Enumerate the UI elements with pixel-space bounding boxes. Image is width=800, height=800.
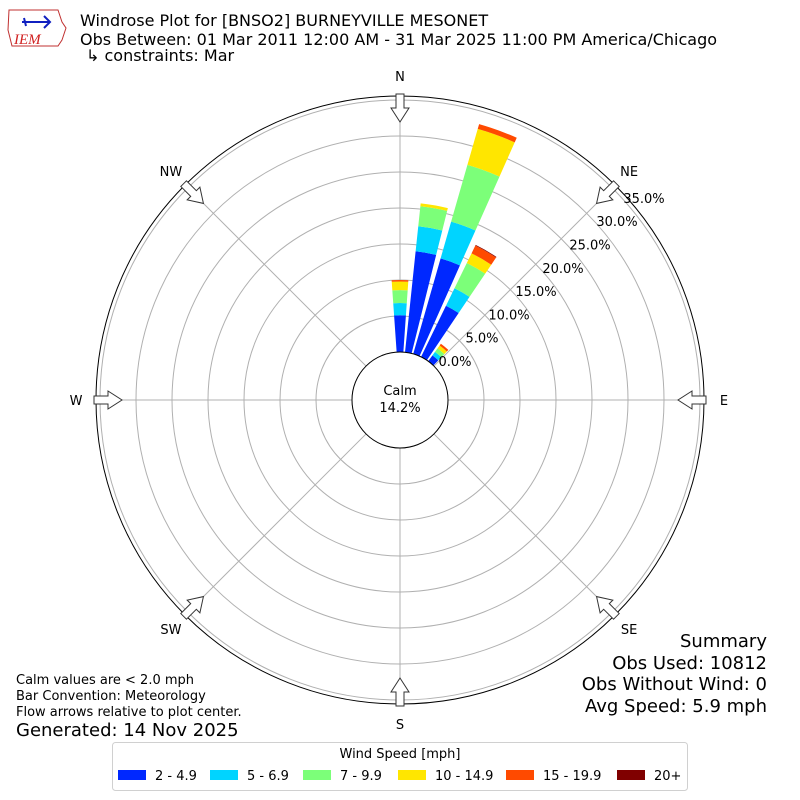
flow-note: Flow arrows relative to plot center. [16, 705, 242, 720]
grid-spoke [184, 433, 367, 616]
summary-title: Summary [680, 631, 767, 652]
grid-spoke [433, 184, 616, 367]
logo-text: IEM [13, 32, 42, 48]
wind-arrow-icon [595, 595, 620, 620]
bar-segment [440, 221, 476, 266]
compass-label-e: E [720, 394, 728, 409]
bar-segment [466, 253, 492, 274]
legend-label: 20+ [654, 769, 681, 784]
legend-label: 7 - 9.9 [340, 769, 382, 784]
title-line-1: Windrose Plot for [BNSO2] BURNEYVILLE ME… [80, 11, 488, 30]
wind-arrow-icon [180, 595, 205, 620]
generated-date: Generated: 14 Nov 2025 [16, 720, 239, 741]
radial-tick-label: 20.0% [542, 262, 583, 277]
radial-tick-label: 30.0% [596, 215, 637, 230]
calm-label: Calm [383, 384, 416, 399]
calm-circle [351, 351, 449, 449]
legend-box [112, 742, 688, 791]
title-line-2: Obs Between: 01 Mar 2011 12:00 AM - 31 M… [80, 30, 717, 49]
legend-swatch [617, 770, 645, 780]
grid-spoke [433, 433, 616, 616]
bar-segment [420, 203, 448, 211]
calm-note: Calm values are < 2.0 mph [16, 673, 194, 688]
bar-segment [434, 348, 445, 358]
wind-arrow-icon [390, 677, 410, 707]
bar-segment [432, 351, 442, 361]
summary-obs-without-wind: Obs Without Wind: 0 [582, 674, 767, 695]
bar-segment [391, 281, 409, 291]
bar-segment [439, 343, 449, 352]
bar-segment [454, 263, 486, 297]
legend-label: 5 - 6.9 [247, 769, 289, 784]
wind-arrow-icon [93, 390, 123, 410]
wind-arrow-icon [390, 93, 410, 123]
bar-segment [394, 315, 406, 353]
bar-segment [421, 305, 459, 361]
bar-segment [392, 290, 408, 304]
bar-segment [393, 303, 407, 316]
legend-title: Wind Speed [mph] [340, 747, 461, 762]
bar-segment [413, 258, 460, 357]
legend-swatch [398, 770, 426, 780]
wind-arrow-icon [595, 180, 620, 205]
title-line-3: ↳ constraints: Mar [86, 46, 234, 65]
radial-tick-label: 10.0% [488, 308, 529, 323]
legend-swatch [303, 770, 331, 780]
compass-label-n: N [395, 70, 405, 85]
bar-segment [471, 245, 497, 265]
bar-segment [405, 251, 437, 354]
windrose-bars [391, 124, 517, 366]
bar-convention-note: Bar Convention: Meteorology [16, 689, 206, 704]
compass-label-sw: SW [160, 623, 181, 638]
bar-segment [477, 124, 517, 143]
calm-value: 14.2% [379, 401, 420, 416]
wind-arrow-icon [180, 180, 205, 205]
compass-label-ne: NE [620, 165, 638, 180]
legend-label: 2 - 4.9 [155, 769, 197, 784]
radial-tick-label: 25.0% [569, 239, 610, 254]
legend-label: 15 - 19.9 [543, 769, 601, 784]
bar-segment [415, 226, 443, 255]
compass-label-nw: NW [160, 165, 183, 180]
compass-label-s: S [396, 718, 404, 733]
compass-label-w: W [70, 394, 83, 409]
radial-tick-label: 35.0% [623, 192, 664, 207]
legend-swatch [210, 770, 238, 780]
compass-label-se: SE [621, 623, 637, 638]
bar-segment [467, 128, 515, 177]
radial-tick-label: 15.0% [515, 285, 556, 300]
bar-segment [475, 244, 497, 258]
legend-swatch [118, 770, 146, 780]
radial-tick-label: 5.0% [465, 332, 498, 347]
iem-logo: IEM [7, 9, 67, 48]
bar-segment [445, 288, 470, 314]
wind-arrow-icon [677, 390, 707, 410]
bar-segment [391, 280, 409, 282]
summary-obs-used: Obs Used: 10812 [612, 653, 767, 674]
radial-tick-labels: N NE E SE S SW W NW 0.0% 5.0% 10.0% 15.0% 20.0% 25.0%… [70, 70, 729, 733]
legend-swatch [506, 770, 534, 780]
summary-avg-speed: Avg Speed: 5.9 mph [585, 696, 767, 717]
bar-segment [437, 345, 447, 355]
bar-segment [418, 206, 448, 231]
grid-spoke [184, 184, 367, 367]
bar-segment [451, 164, 500, 231]
legend: Wind Speed [mph] 2 - 4.9 5 - 6.9 7 - 9.9 10… [112, 742, 688, 791]
compass-arrows [93, 93, 707, 707]
radial-tick-label: 0.0% [438, 355, 471, 370]
legend-label: 10 - 14.9 [435, 769, 493, 784]
